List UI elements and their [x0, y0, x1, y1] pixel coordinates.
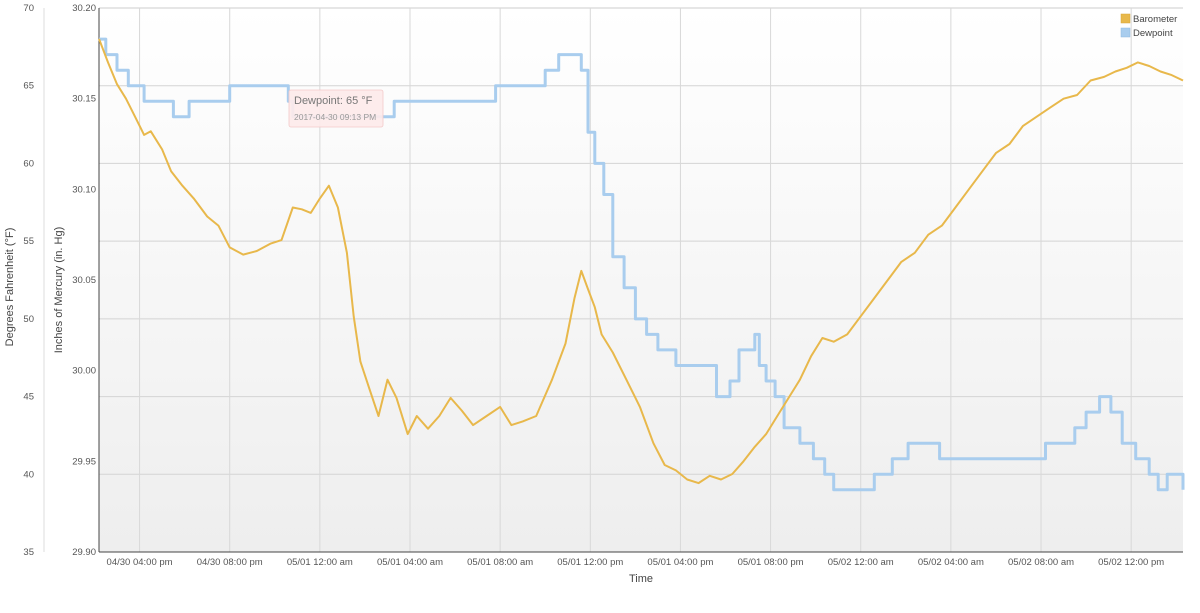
pressure-tick-label: 30.00	[72, 366, 96, 377]
x-tick-label: 05/02 08:00 am	[1008, 557, 1074, 568]
x-tick-label: 05/01 04:00 pm	[647, 557, 713, 568]
x-tick-label: 04/30 04:00 pm	[107, 557, 173, 568]
x-tick-label: 05/01 08:00 pm	[738, 557, 804, 568]
x-tick-label: 05/01 08:00 am	[467, 557, 533, 568]
legend: Barometer Dewpoint	[1120, 13, 1177, 39]
x-tick-label: 05/01 04:00 am	[377, 557, 443, 568]
pressure-tick-label: 29.90	[72, 547, 96, 558]
x-tick-label: 05/01 12:00 am	[287, 557, 353, 568]
x-tick-label: 05/01 12:00 pm	[557, 557, 623, 568]
legend-item-barometer[interactable]: Barometer	[1120, 13, 1177, 25]
x-tick-label: 05/02 04:00 am	[918, 557, 984, 568]
pressure-axis-ticks: 30.20 30.15 30.10 30.05 30.00 29.95 29.90	[72, 3, 96, 558]
tooltip-subtitle: 2017-04-30 09:13 PM	[294, 112, 376, 122]
left-tick-label: 40	[23, 469, 34, 480]
left-tick-label: 70	[23, 3, 34, 14]
left-axis-ticks: 70 65 60 55 50 45 40 35	[23, 3, 34, 558]
pressure-tick-label: 30.10	[72, 184, 96, 195]
x-axis-ticks: 04/30 04:00 pm 04/30 08:00 pm 05/01 12:00 …	[107, 557, 1165, 568]
legend-item-dewpoint[interactable]: Dewpoint	[1120, 27, 1173, 39]
tooltip-title: Dewpoint: 65 °F	[294, 95, 373, 107]
left-tick-label: 35	[23, 547, 34, 558]
tooltip: Dewpoint: 65 °F 2017-04-30 09:13 PM	[288, 89, 384, 128]
left-tick-label: 50	[23, 314, 34, 325]
tooltip-box	[288, 89, 384, 128]
pressure-axis-title: Inches of Mercury (in. Hg)	[53, 227, 65, 354]
x-tick-label: 05/02 12:00 am	[828, 557, 894, 568]
series-layer	[98, 37, 1185, 492]
pressure-tick-label: 30.15	[72, 94, 96, 105]
legend-label-barometer: Barometer	[1133, 14, 1177, 25]
left-tick-label: 45	[23, 392, 34, 403]
legend-swatch-dewpoint	[1120, 27, 1131, 38]
left-tick-label: 55	[23, 236, 34, 247]
plot-background	[99, 8, 1183, 552]
x-tick-label: 04/30 08:00 pm	[197, 557, 263, 568]
legend-label-dewpoint: Dewpoint	[1133, 28, 1173, 39]
pressure-tick-label: 30.05	[72, 275, 96, 286]
legend-swatch-barometer	[1120, 13, 1131, 24]
left-axis-title: Degrees Fahrenheit (°F)	[4, 228, 16, 347]
x-tick-label: 05/02 12:00 pm	[1098, 557, 1164, 568]
barometer-series-line[interactable]	[98, 38, 1184, 485]
dewpoint-series-line[interactable]	[99, 37, 1185, 492]
x-axis-title: Time	[629, 573, 653, 585]
left-tick-label: 65	[23, 81, 34, 92]
left-tick-label: 60	[23, 158, 34, 169]
pressure-tick-label: 29.95	[72, 456, 96, 467]
pressure-tick-label: 30.20	[72, 3, 96, 14]
